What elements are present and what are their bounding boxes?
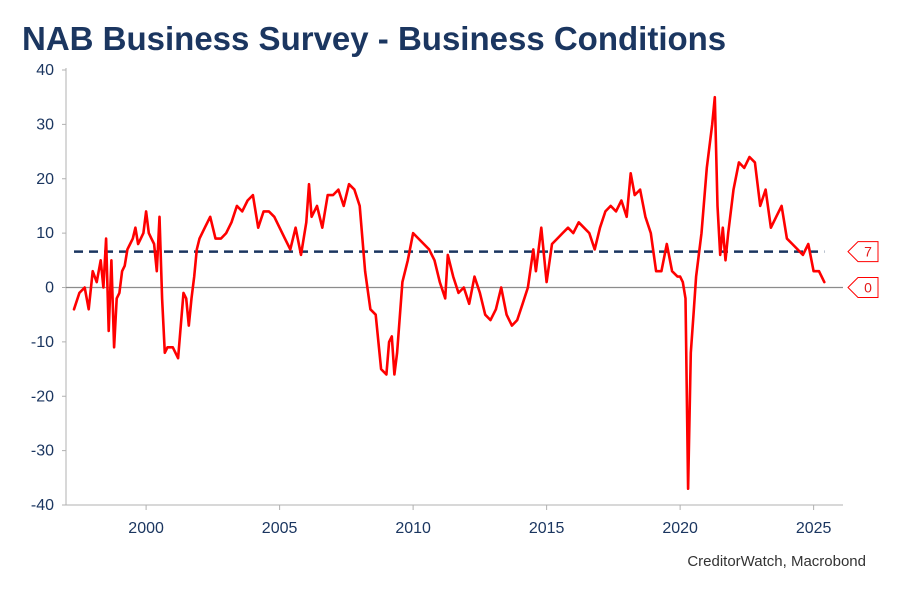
end-label-tag — [847, 241, 879, 263]
x-tick-label: 2015 — [529, 520, 565, 537]
series-group — [72, 95, 826, 491]
y-tick-label: 0 — [45, 280, 54, 297]
y-tick-label: -40 — [31, 497, 54, 514]
end-labels: 70 — [847, 241, 879, 298]
x-tick-label: 2010 — [395, 520, 431, 537]
reference-lines — [66, 250, 843, 289]
y-tick-label: 30 — [36, 116, 54, 133]
chart-axes — [62, 68, 843, 510]
x-tick-label: 2025 — [796, 520, 832, 537]
x-tick-label: 2000 — [128, 520, 164, 537]
x-tick-label: 2020 — [662, 520, 698, 537]
y-tick-label: 10 — [36, 225, 54, 242]
chart-title: NAB Business Survey - Business Condition… — [22, 20, 727, 57]
end-label-value: 7 — [864, 244, 872, 260]
end-label-tag — [847, 277, 879, 298]
y-tick-label: -20 — [31, 388, 54, 405]
source-credit: CreditorWatch, Macrobond — [687, 553, 866, 570]
y-tick-label: -30 — [31, 443, 54, 460]
end-label-value: 0 — [864, 280, 872, 296]
y-tick-label: 40 — [36, 62, 54, 79]
x-tick-label: 2005 — [262, 520, 298, 537]
business-conditions-line — [72, 95, 826, 491]
y-tick-label: 20 — [36, 171, 54, 188]
y-tick-label: -10 — [31, 334, 54, 351]
